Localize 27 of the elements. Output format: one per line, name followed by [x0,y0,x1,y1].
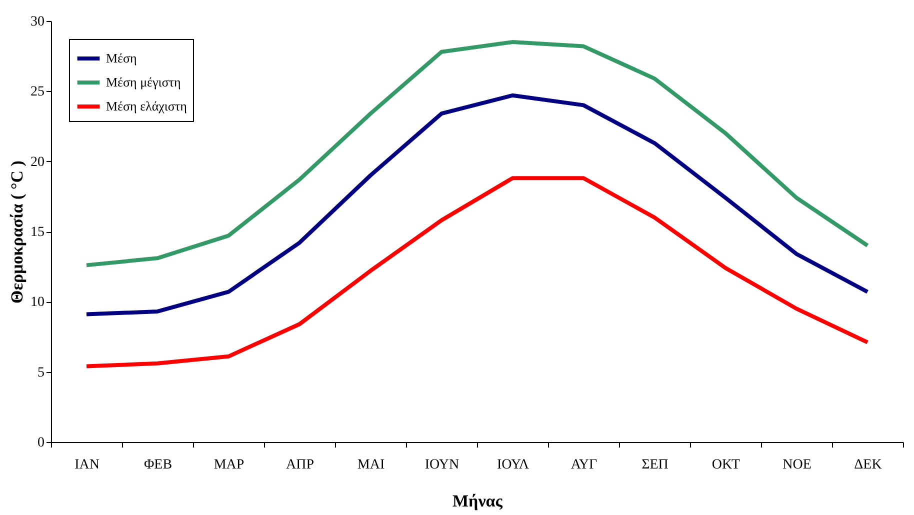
y-tick-label: 30 [30,14,44,30]
x-tick-label: ΟΚΤ [712,458,741,472]
legend-label: Μέση μέγιστη [106,74,181,90]
line-series [84,40,870,268]
y-tick-label: 0 [38,436,44,450]
y-tick-label: 25 [30,84,44,100]
x-tick-label: ΜΑΙ [357,458,385,472]
y-tick-label: 20 [30,154,44,170]
x-tick-label: ΣΕΠ [642,458,668,472]
x-tick-label: ΙΟΥΝ [424,458,460,472]
x-tick-label: ΦΕΒ [144,458,172,472]
x-tick-label: ΜΑΡ [214,458,244,472]
legend-label: Μέση ελάχιστη [106,98,188,114]
x-tick-label: ΙΟΥΛ [496,458,530,472]
y-axis-title: Θερμοκρασία ( °C ) [8,160,26,304]
x-tick-label: ΔΕΚ [854,458,882,472]
legend-label: Μέση [106,50,138,66]
y-tick-label: 5 [38,365,44,380]
y-tick-label: 15 [30,225,44,240]
x-tick-label: ΑΠΡ [286,458,314,472]
x-tick-label: ΑΥΓ [570,458,598,472]
x-axis-title: Μήνας [452,492,504,510]
x-tick-label: ΝΟΕ [782,458,812,472]
x-tick-label: ΙΑΝ [74,458,100,472]
y-tick-label: 10 [30,295,44,310]
line-series [84,176,870,368]
line-series [84,93,870,316]
